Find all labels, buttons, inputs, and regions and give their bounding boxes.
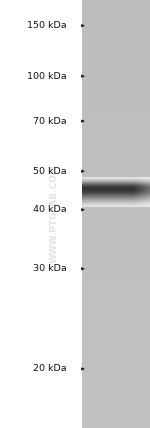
Bar: [0, 0, 82, 428]
Text: WWW.PTGLAB.COM: WWW.PTGLAB.COM: [50, 164, 58, 264]
Text: 50 kDa: 50 kDa: [33, 166, 67, 176]
Text: 40 kDa: 40 kDa: [33, 205, 67, 214]
Text: 100 kDa: 100 kDa: [27, 71, 67, 81]
Text: 70 kDa: 70 kDa: [33, 116, 67, 126]
Text: 30 kDa: 30 kDa: [33, 264, 67, 273]
Text: 150 kDa: 150 kDa: [27, 21, 67, 30]
Text: 20 kDa: 20 kDa: [33, 364, 67, 374]
